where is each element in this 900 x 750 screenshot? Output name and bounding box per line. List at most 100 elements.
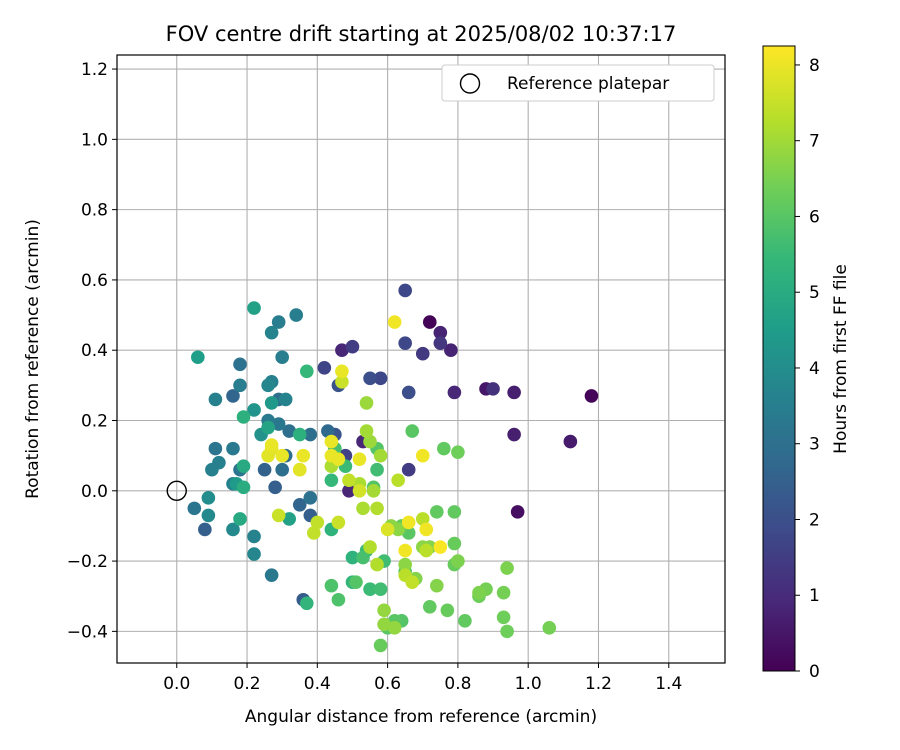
data-point: [563, 434, 578, 449]
data-point: [282, 512, 297, 526]
data-point: [324, 578, 339, 593]
data-point: [363, 371, 377, 386]
y-tick-label: 1.2: [81, 60, 108, 80]
data-point: [307, 526, 321, 540]
data-point: [321, 424, 335, 438]
data-point: [264, 325, 279, 340]
data-point: [335, 375, 349, 389]
data-point: [405, 424, 420, 438]
data-point: [415, 512, 430, 526]
plot-frame: [116, 54, 726, 664]
x-tick-label: 0.6: [374, 674, 401, 694]
data-point: [398, 283, 412, 298]
data-point: [303, 427, 318, 442]
data-point: [275, 448, 289, 463]
data-point: [370, 462, 384, 477]
data-point: [433, 336, 448, 350]
data-point: [363, 540, 377, 554]
x-tick-label: 1.2: [585, 674, 612, 694]
data-point: [373, 582, 388, 596]
data-point: [233, 378, 247, 393]
data-point: [201, 491, 216, 505]
data-point: [226, 441, 240, 456]
data-point: [268, 480, 282, 495]
y-tick-label: 0.6: [81, 271, 108, 291]
scatter-points: [187, 283, 599, 653]
data-point: [437, 441, 451, 456]
legend: Reference platepar: [441, 64, 715, 102]
data-point: [373, 448, 388, 463]
data-point: [257, 462, 272, 477]
reference-marker: [166, 480, 187, 501]
data-point: [433, 325, 448, 340]
y-tick-label: 0.8: [81, 201, 108, 221]
data-point: [444, 343, 458, 358]
data-point: [510, 505, 525, 519]
legend-box: [441, 64, 715, 102]
data-point: [359, 424, 374, 438]
data-point: [451, 554, 465, 568]
data-point: [363, 582, 377, 596]
data-point: [271, 508, 286, 523]
data-point: [387, 315, 402, 329]
data-point: [299, 364, 314, 379]
data-point: [324, 434, 339, 449]
data-point: [271, 417, 286, 431]
data-point: [247, 547, 261, 561]
colorbar-tick-label: 1: [809, 586, 820, 606]
data-point: [500, 561, 514, 575]
data-point: [331, 592, 346, 607]
data-point: [422, 315, 437, 329]
data-point: [261, 420, 275, 435]
data-point: [405, 575, 420, 589]
colorbar-label: Hours from first FF file: [831, 264, 851, 454]
data-point: [380, 522, 395, 537]
colorbar-tick-label: 4: [809, 359, 820, 379]
data-point: [447, 536, 462, 551]
y-tick-label: 0.0: [81, 482, 108, 502]
data-point: [377, 603, 391, 618]
data-point: [247, 403, 261, 417]
data-point: [391, 473, 405, 488]
data-point: [289, 308, 304, 322]
data-point: [440, 603, 455, 618]
data-point: [359, 396, 374, 410]
legend-marker-icon: [459, 73, 481, 94]
data-point: [292, 498, 307, 512]
data-point: [419, 543, 434, 558]
colorbar-gradient: [762, 45, 796, 672]
reference-platepar-marker: [166, 480, 187, 501]
colorbar-tick-label: 0: [809, 662, 820, 682]
colorbar-tick-label: 8: [809, 56, 820, 76]
data-point: [310, 515, 325, 530]
data-point: [451, 445, 465, 459]
data-point: [507, 427, 521, 442]
data-point: [391, 522, 405, 537]
data-point: [458, 614, 472, 628]
data-point: [317, 360, 332, 375]
data-point: [342, 473, 356, 488]
data-point: [398, 543, 412, 558]
data-point: [422, 599, 437, 614]
data-point: [373, 371, 388, 386]
data-point: [187, 501, 202, 516]
data-point: [278, 392, 293, 407]
data-point: [264, 568, 279, 582]
data-point: [247, 529, 261, 544]
y-axis-label: Rotation from reference (arcmin): [23, 219, 43, 499]
data-point: [324, 473, 339, 488]
data-point: [226, 389, 240, 403]
data-point: [275, 350, 289, 365]
data-point: [401, 462, 416, 477]
colorbar-tick-label: 2: [809, 510, 820, 530]
data-point: [415, 448, 430, 463]
data-point: [236, 480, 251, 495]
data-point: [356, 550, 370, 565]
data-point: [264, 396, 279, 410]
x-tick-label: 1.0: [515, 674, 542, 694]
data-point: [198, 522, 212, 537]
data-point: [387, 621, 402, 635]
data-point: [342, 483, 356, 498]
data-point: [542, 621, 557, 635]
